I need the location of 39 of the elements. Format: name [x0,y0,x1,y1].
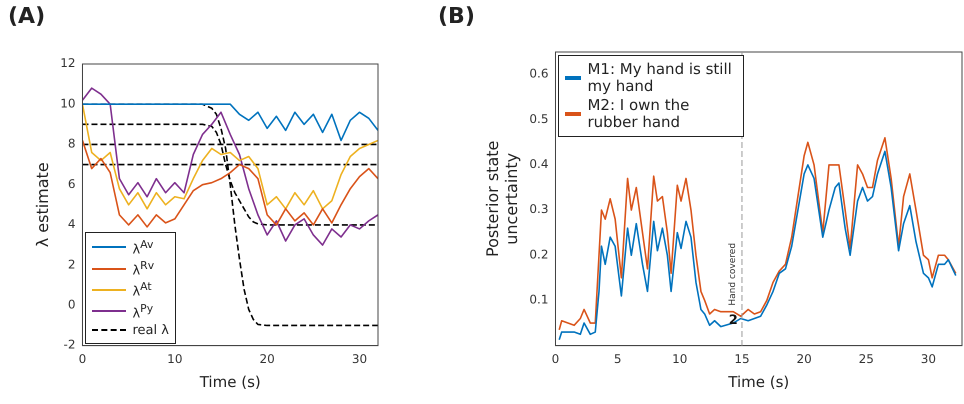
y-tick-label: 10 [60,96,76,110]
chart-title: (A) [8,4,46,29]
chart-title: (B) [438,4,475,29]
y-tick-label: 6 [68,176,76,191]
x-tick-label: 30 [920,352,936,366]
y-tick-label: 4 [68,217,76,232]
legend-label: λ$^{Rv}$ [132,258,154,278]
y-tick-label: 0.1 [529,292,548,307]
y-tick-label: 2 [68,257,76,272]
y-tick-label: 12 [60,56,76,70]
x-tick-label: 0 [552,352,560,366]
y-tick-label: 0.3 [529,202,548,216]
y-tick-label: 0 [68,297,76,312]
legend-label: real λ [132,322,169,338]
x-tick-label: 30 [352,352,368,366]
x-tick-label: 10 [167,352,182,366]
legend-label: M2: I own the rubber hand [587,96,690,131]
x-tick-label: 20 [260,352,275,366]
x-axis-title: Time (s) [727,372,790,391]
x-tick-label: 0 [78,352,86,366]
legend-label: λ$^{Py}$ [132,302,154,321]
y-axis-title: λ estimate [32,162,52,248]
y-tick-label: 8 [68,136,76,151]
y-tick-label: 0.5 [529,112,548,126]
y-tick-label: 0.2 [529,247,548,262]
x-tick-label: 10 [672,352,688,366]
ref-line-label: Hand covered [728,242,738,306]
x-tick-label: 25 [858,352,874,366]
y-axis-title: Posterior state uncertainty [482,140,521,257]
y-tick-label: -2 [64,338,76,352]
x-tick-label: 20 [796,352,812,366]
y-tick-label: 0.4 [529,157,548,172]
x-tick-label: 5 [614,352,622,366]
legend-label: λ$^{At}$ [132,280,152,300]
y-tick-label: 0.6 [529,66,548,81]
legend-label: λ$^{Av}$ [132,238,154,257]
x-tick-label: 15 [734,352,750,366]
legend-label: M1: My hand is still my hand [587,60,733,95]
x-axis-title: Time (s) [198,372,261,391]
